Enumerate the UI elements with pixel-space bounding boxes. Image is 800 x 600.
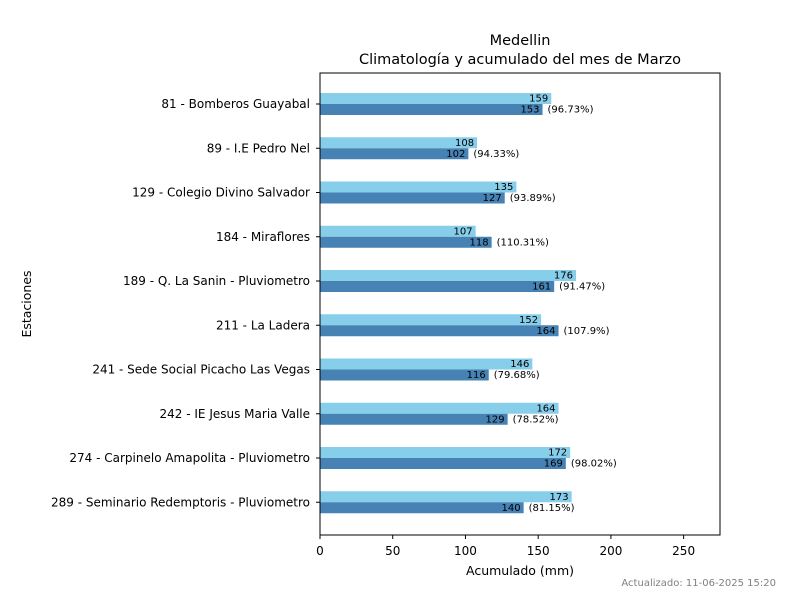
bar-value-label: 146	[510, 359, 529, 370]
bar-value-label: 153	[520, 105, 539, 116]
bar-series-1	[320, 225, 476, 237]
updated-timestamp: Actualizado: 11-06-2025 15:20	[621, 578, 776, 589]
percent-label: (93.89%)	[510, 193, 556, 204]
bar-series-1	[320, 270, 576, 281]
y-tick-label: 89 - I.E Pedro Nel	[207, 141, 310, 155]
x-tick-label: 150	[527, 544, 550, 558]
percent-label: (78.52%)	[513, 414, 559, 425]
bar-value-label: 135	[494, 182, 513, 193]
y-tick-label: 211 - La Ladera	[216, 318, 310, 332]
x-tick-label: 100	[454, 544, 477, 558]
bar-series-2	[320, 369, 489, 381]
y-tick-label: 274 - Carpinelo Amapolita - Pluviometro	[69, 451, 310, 465]
bar-series-2	[320, 236, 492, 248]
bar-value-label: 161	[532, 282, 551, 293]
plot-frame	[319, 72, 721, 536]
y-tick-label: 81 - Bomberos Guayabal	[161, 97, 310, 111]
bar-series-2	[320, 281, 555, 292]
bar-value-label: 172	[548, 448, 567, 459]
chart-subtitle: Climatología y acumulado del mes de Marz…	[359, 52, 681, 68]
bar-value-label: 127	[483, 193, 502, 204]
x-tick-label: 250	[672, 544, 695, 558]
percent-label: (79.68%)	[494, 370, 540, 381]
bar-series-1	[320, 181, 517, 193]
percent-label: (81.15%)	[529, 503, 575, 514]
bar-series-2	[320, 502, 524, 514]
y-tick-label: 184 - Miraflores	[216, 230, 310, 244]
x-tick-label: 50	[385, 544, 400, 558]
percent-label: (107.9%)	[564, 326, 610, 337]
y-axis-label: Estaciones	[19, 270, 34, 337]
bar-series-2	[320, 104, 543, 115]
y-tick-label: 289 - Seminario Redemptoris - Pluviometr…	[51, 495, 310, 509]
bar-series-1	[320, 314, 542, 326]
bar-series-2	[320, 458, 566, 469]
bar-series-1	[320, 137, 478, 149]
bar-value-label: 129	[486, 414, 505, 425]
bar-value-label: 173	[550, 492, 569, 503]
x-axis-label: Acumulado (mm)	[466, 563, 574, 578]
x-tick-label: 0	[316, 544, 324, 558]
bar-series-2	[320, 325, 559, 337]
bar-series-2	[320, 148, 469, 160]
percent-label: (94.33%)	[473, 149, 519, 160]
bar-value-label: 107	[454, 226, 473, 237]
bar-series-1	[320, 447, 571, 458]
bar-value-label: 140	[502, 503, 521, 514]
bar-series-1	[320, 93, 552, 104]
bar-value-label: 102	[446, 149, 465, 160]
bar-value-label: 164	[536, 326, 555, 337]
percent-label: (110.31%)	[497, 237, 549, 248]
bar-series-1	[320, 402, 559, 414]
bar-value-label: 118	[470, 237, 489, 248]
bar-series-2	[320, 192, 505, 204]
y-tick-label: 129 - Colegio Divino Salvador	[132, 186, 310, 200]
bar-value-label: 116	[467, 370, 486, 381]
x-tick-label: 200	[599, 544, 622, 558]
bar-value-label: 176	[554, 271, 573, 282]
bar-series-1	[320, 491, 572, 503]
bar-value-label: 108	[455, 138, 474, 149]
bar-value-label: 152	[519, 315, 538, 326]
y-tick-label: 189 - Q. La Sanin - Pluviometro	[123, 274, 310, 288]
bar-series-2	[320, 413, 508, 425]
bar-value-label: 169	[544, 459, 563, 470]
percent-label: (96.73%)	[548, 105, 594, 116]
bar-series-1	[320, 358, 533, 370]
y-tick-label: 241 - Sede Social Picacho Las Vegas	[92, 363, 310, 377]
bar-value-label: 159	[529, 94, 548, 105]
chart-title: Medellin	[490, 33, 551, 49]
percent-label: (98.02%)	[571, 459, 617, 470]
percent-label: (91.47%)	[559, 282, 605, 293]
bar-value-label: 164	[536, 403, 555, 414]
y-tick-label: 242 - IE Jesus Maria Valle	[160, 407, 310, 421]
